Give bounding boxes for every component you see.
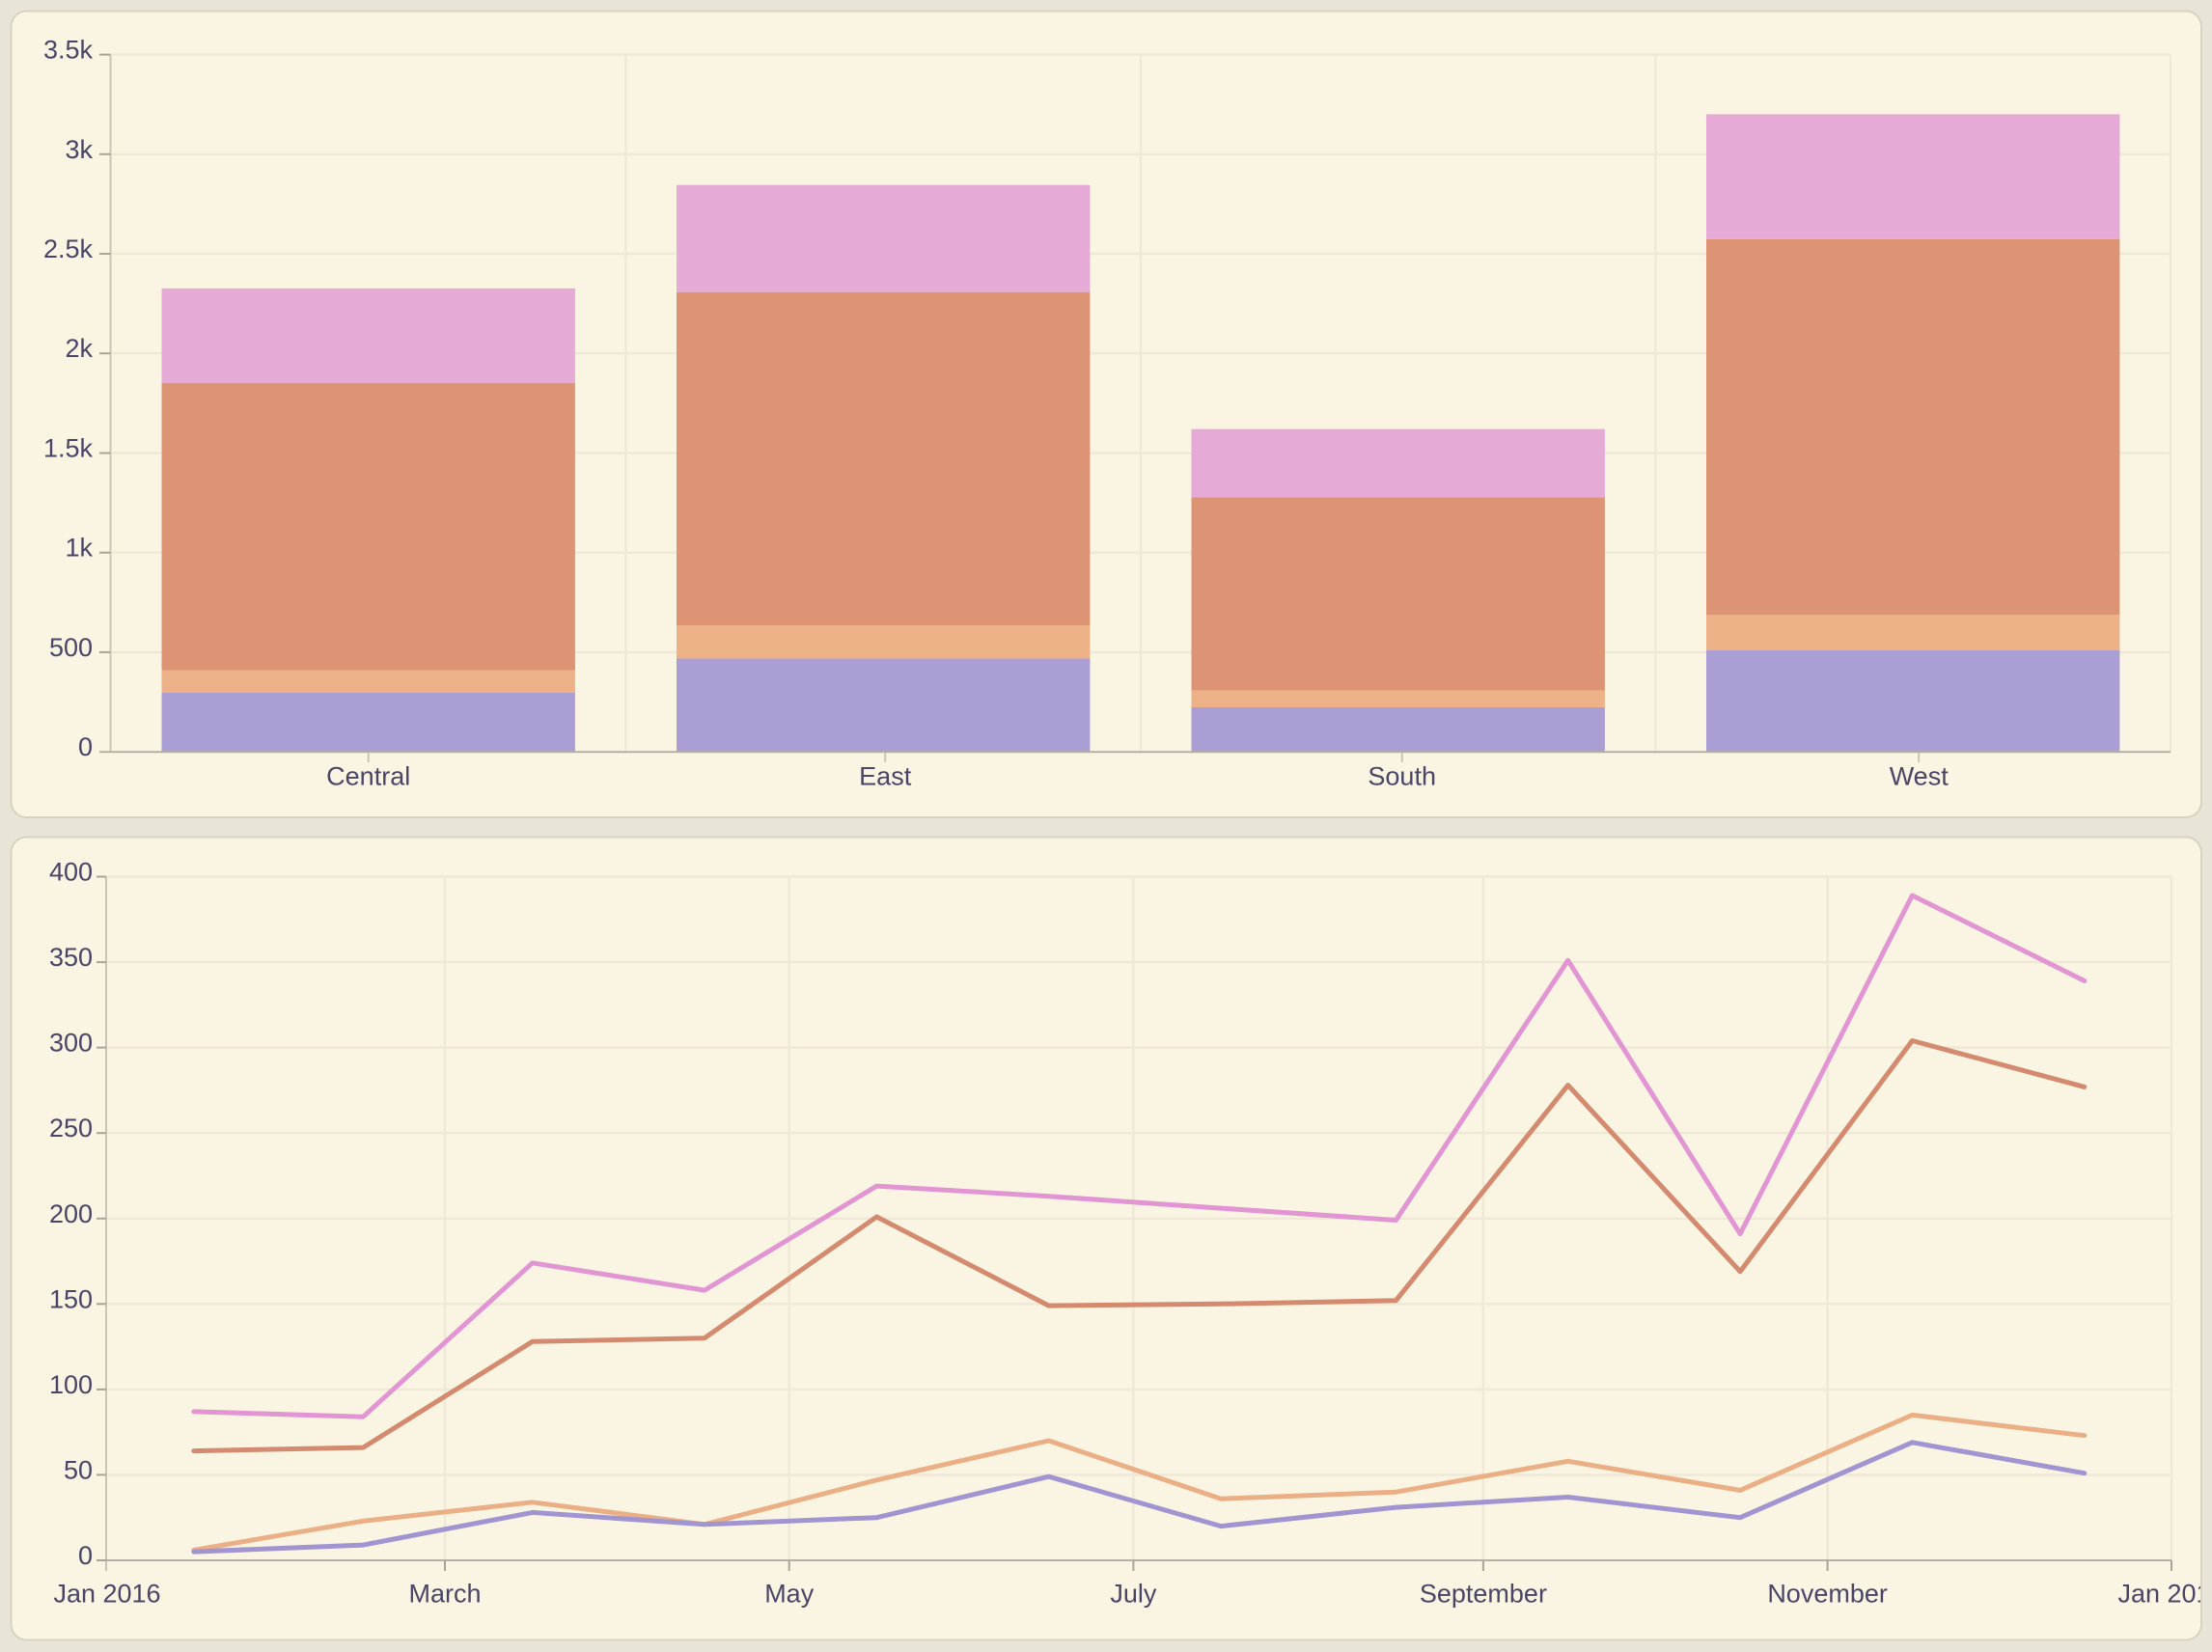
svg-text:May: May xyxy=(764,1580,815,1609)
svg-text:November: November xyxy=(1767,1580,1888,1609)
svg-text:Central: Central xyxy=(326,762,410,791)
svg-text:September: September xyxy=(1420,1580,1547,1609)
svg-text:500: 500 xyxy=(49,633,93,662)
svg-text:July: July xyxy=(1110,1580,1157,1609)
svg-text:300: 300 xyxy=(49,1029,93,1058)
svg-text:Jan 2017: Jan 2017 xyxy=(2117,1580,2212,1609)
svg-text:200: 200 xyxy=(49,1199,93,1228)
svg-text:West: West xyxy=(1890,762,1949,791)
svg-text:400: 400 xyxy=(49,858,93,887)
svg-text:100: 100 xyxy=(49,1370,93,1399)
svg-text:0: 0 xyxy=(78,732,93,761)
svg-text:50: 50 xyxy=(64,1455,93,1484)
svg-text:250: 250 xyxy=(49,1114,93,1143)
svg-text:Jan 2016: Jan 2016 xyxy=(53,1580,160,1609)
svg-text:2.5k: 2.5k xyxy=(43,234,94,263)
svg-text:3.5k: 3.5k xyxy=(43,36,94,65)
svg-text:2k: 2k xyxy=(65,334,93,363)
svg-text:1k: 1k xyxy=(65,534,93,563)
svg-text:1.5k: 1.5k xyxy=(43,434,94,463)
svg-text:150: 150 xyxy=(49,1284,93,1313)
svg-text:3k: 3k xyxy=(65,135,93,164)
svg-text:South: South xyxy=(1368,762,1436,791)
svg-text:March: March xyxy=(408,1580,481,1609)
svg-text:0: 0 xyxy=(78,1541,93,1570)
svg-text:350: 350 xyxy=(49,943,93,972)
svg-text:East: East xyxy=(859,762,912,791)
